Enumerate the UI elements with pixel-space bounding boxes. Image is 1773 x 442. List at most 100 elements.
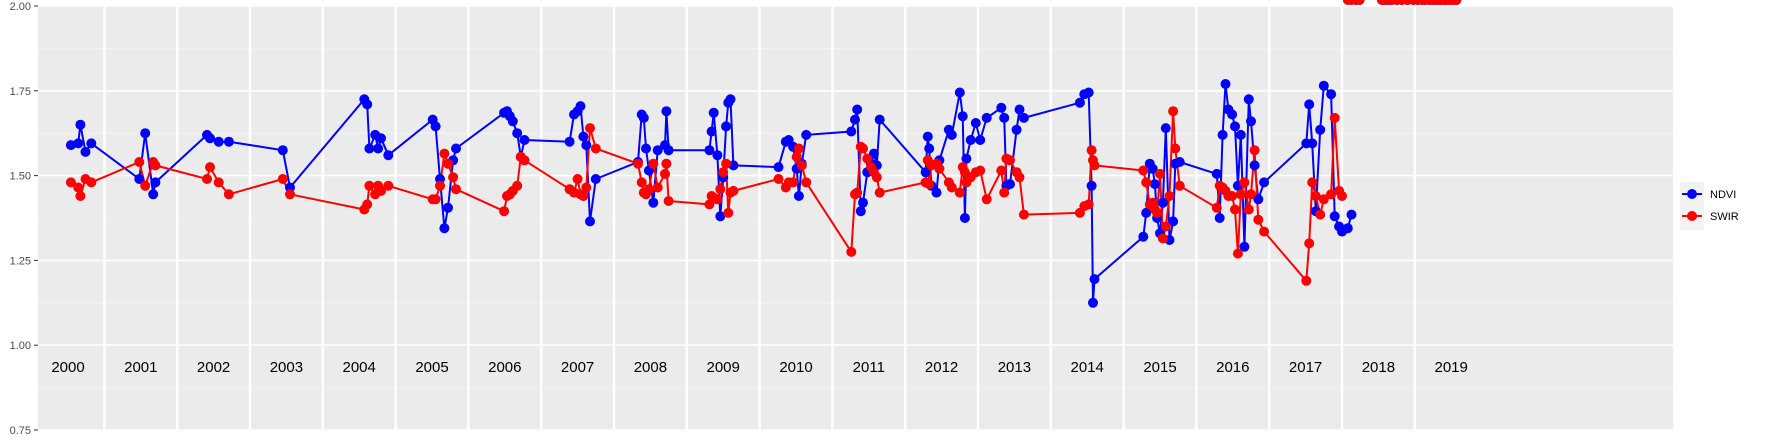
data-point-swir [1259,226,1270,237]
data-point-swir [1138,165,1149,176]
data-point-swir [801,177,812,188]
data-point-swir [376,185,386,196]
data-point-swir [1301,275,1312,286]
data-point-ndvi [721,121,732,132]
data-point-ndvi [430,121,441,132]
data-point-swir [723,207,734,218]
data-point-swir [1307,177,1318,188]
data-point-ndvi [1086,180,1097,191]
data-point-ndvi [223,136,234,147]
data-point-swir [663,196,674,206]
data-point-ndvi [75,119,86,130]
data-point-swir [660,168,670,179]
series-points [65,0,1462,308]
data-point-ndvi [1227,109,1238,120]
data-point-swir [572,174,583,184]
legend-key-point-ndvi [1687,189,1697,199]
data-point-ndvi [213,136,224,147]
data-point-swir [648,158,659,169]
data-point-swir [1089,160,1100,171]
data-point-swir [1304,238,1315,249]
data-point-swir [999,187,1010,198]
data-point-swir [65,177,76,188]
y-tick-label: 0.75 [10,425,31,437]
data-point-swir [793,143,804,154]
data-point-swir [578,191,589,201]
data-point-ndvi [1259,177,1270,188]
data-point-swir [1174,180,1185,191]
data-point-swir [1227,191,1238,201]
year-label: 2005 [415,359,448,376]
data-point-swir [796,160,807,171]
data-point-ndvi [874,114,885,125]
data-point-ndvi [1089,274,1100,285]
data-point-ndvi [704,145,715,156]
data-point-swir [223,189,234,200]
data-point-ndvi [793,191,804,201]
data-point-swir [499,206,510,217]
data-point-ndvi [443,202,453,213]
data-point-ndvi [1243,94,1254,105]
data-point-ndvi [1211,168,1222,179]
data-point-ndvi [715,211,726,222]
data-point-ndvi [652,145,663,156]
data-point-swir [718,167,729,178]
data-point-ndvi [920,167,931,178]
data-point-swir [277,174,288,184]
data-point-ndvi [981,112,992,123]
legend-label-swir: SWIR [1710,211,1739,223]
data-point-ndvi [376,133,386,144]
data-point-ndvi [1315,124,1326,135]
data-point-swir [996,165,1007,176]
data-point-ndvi [1149,179,1160,190]
data-point-ndvi [708,107,719,118]
data-point-swir [585,123,595,134]
data-point-ndvi [801,129,812,140]
y-tick-label: 1.25 [10,255,31,267]
data-point-ndvi [86,138,97,149]
data-point-ndvi [1230,121,1240,132]
data-point-ndvi [975,135,986,145]
year-label: 2000 [51,359,84,376]
data-point-ndvi [362,99,373,110]
y-tick-label: 2.00 [10,1,31,13]
data-point-swir [1246,189,1256,200]
data-point-ndvi [1217,129,1228,140]
data-point-ndvi [661,106,672,117]
data-point-swir [858,143,868,154]
year-label: 2015 [1143,359,1176,376]
data-point-swir [652,182,663,193]
data-point-swir [924,179,935,190]
data-point-ndvi [1318,80,1329,91]
data-point-ndvi [590,174,601,184]
data-point-swir [205,162,215,173]
year-label: 2011 [853,359,885,376]
data-point-ndvi [970,118,981,128]
year-label: 2016 [1216,359,1249,376]
data-point-swir [439,148,450,159]
data-point-swir [1155,168,1165,179]
year-label: 2012 [925,359,958,376]
year-dividers [103,6,1417,430]
year-label: 2003 [270,359,303,376]
data-point-ndvi [855,206,866,217]
data-point-swir [721,158,732,169]
data-point-ndvi [364,143,375,154]
data-point-swir [1354,0,1365,5]
data-point-ndvi [439,223,450,234]
data-point-swir [934,163,945,174]
data-point-ndvi [999,112,1010,123]
year-label: 2017 [1289,359,1322,376]
data-point-ndvi [638,112,649,123]
data-point-ndvi [1304,99,1315,110]
data-point-ndvi [451,143,461,154]
year-label: 2002 [197,359,230,376]
data-point-ndvi [959,213,970,223]
data-point-swir [1232,248,1243,259]
data-point-swir [643,184,654,195]
data-point-swir [1083,199,1094,210]
y-tick-label: 1.75 [10,86,31,98]
data-point-swir [443,158,453,169]
data-point-ndvi [1147,163,1158,174]
